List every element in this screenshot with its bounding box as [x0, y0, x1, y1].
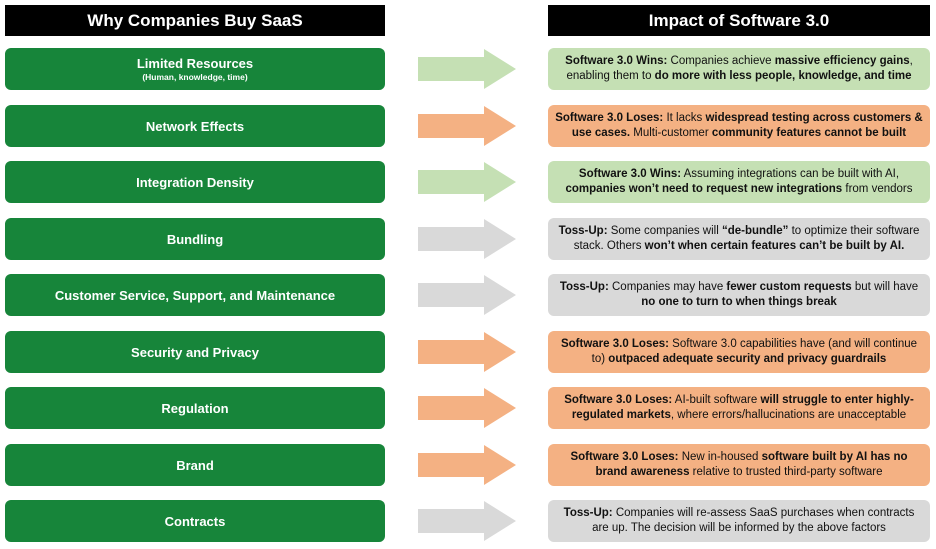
impact-box: Software 3.0 Loses: It lacks widespread … [548, 105, 930, 147]
reason-label: Security and Privacy [131, 344, 259, 360]
impact-text-bold: community features cannot be built [711, 127, 907, 139]
arrow-right-icon [418, 219, 516, 259]
comparison-row: Contracts Toss-Up: Companies will re-asse… [0, 500, 936, 542]
impact-text-bold: Toss-Up: [558, 225, 608, 237]
reason-box: Network Effects [5, 105, 385, 147]
impact-text: Software 3.0 Loses: New in-housed softwa… [554, 450, 924, 480]
reason-box: Regulation [5, 387, 385, 429]
arrow-right-icon [418, 332, 516, 372]
impact-text-bold: Toss-Up: [559, 281, 609, 293]
impact-box: Toss-Up: Companies will re-assess SaaS p… [548, 500, 930, 542]
impact-text-bold: will struggle to enter highly-regulated … [571, 394, 914, 421]
impact-text: Software 3.0 Loses: Software 3.0 capabil… [554, 337, 924, 367]
comparison-row: Bundling Toss-Up: Some companies will “de… [0, 218, 936, 260]
impact-text-segment: It lacks [663, 112, 706, 124]
impact-text-segment: , enabling them to [566, 55, 913, 82]
comparison-row: Integration Density Software 3.0 Wins: As… [0, 161, 936, 203]
comparison-row: Regulation Software 3.0 Loses: AI-built s… [0, 387, 936, 429]
comparison-row: Customer Service, Support, and Maintenan… [0, 274, 936, 316]
impact-text-bold: massive efficiency gains [774, 55, 910, 67]
impact-box: Software 3.0 Wins: Assuming integrations… [548, 161, 930, 203]
impact-text-bold: software built by AI has no brand awaren… [595, 451, 908, 478]
impact-text-bold: “de-bundle” [721, 225, 789, 237]
impact-text-segment: Companies achieve [667, 55, 775, 67]
arrow-right-icon [418, 501, 516, 541]
impact-text-segment: relative to trusted third-party software [689, 466, 883, 478]
impact-text-bold: Software 3.0 Loses: [570, 451, 679, 463]
impact-text: Toss-Up: Companies may have fewer custom… [554, 280, 924, 310]
reason-label: Contracts [164, 513, 226, 529]
impact-text-segment: Software 3.0 capabilities have (and will… [591, 338, 918, 365]
reason-label: Integration Density [136, 174, 254, 190]
reason-box: Bundling [5, 218, 385, 260]
impact-text-bold: Software 3.0 Wins: [578, 168, 682, 180]
reason-sublabel: (Human, knowledge, time) [142, 72, 248, 82]
impact-box: Toss-Up: Some companies will “de-bundle”… [548, 218, 930, 260]
impact-text-bold: won’t when certain features can’t be bui… [644, 240, 905, 252]
arrow-right-icon [418, 388, 516, 428]
arrow-right-icon [418, 49, 516, 89]
arrow-right-icon [418, 445, 516, 485]
comparison-row: Security and Privacy Software 3.0 Loses: … [0, 331, 936, 373]
impact-box: Software 3.0 Loses: New in-housed softwa… [548, 444, 930, 486]
impact-text-segment: New in-housed [678, 451, 762, 463]
impact-text-bold: no one to turn to when things break [641, 296, 837, 308]
impact-text: Toss-Up: Companies will re-assess SaaS p… [554, 506, 924, 536]
reason-box: Customer Service, Support, and Maintenan… [5, 274, 385, 316]
impact-text-segment: AI-built software [672, 394, 761, 406]
impact-text-bold: widespread testing across customers & us… [571, 112, 923, 139]
reason-box: Security and Privacy [5, 331, 385, 373]
impact-text-segment: from vendors [842, 183, 913, 195]
comparison-row: Network Effects Software 3.0 Loses: It la… [0, 105, 936, 147]
reason-label: Customer Service, Support, and Maintenan… [54, 287, 336, 303]
right-header: Impact of Software 3.0 [548, 5, 930, 36]
impact-text-bold: Software 3.0 Loses: [560, 338, 669, 350]
reason-label: Limited Resources [136, 56, 254, 71]
impact-text-bold: fewer custom requests [726, 281, 852, 293]
reason-label: Bundling [166, 231, 224, 247]
impact-text-segment: to optimize their software stack. Others [573, 225, 920, 252]
comparison-row: Brand Software 3.0 Loses: New in-housed s… [0, 444, 936, 486]
impact-text-segment: Assuming integrations can be built with … [681, 168, 900, 180]
impact-text: Software 3.0 Loses: It lacks widespread … [554, 111, 924, 141]
left-header: Why Companies Buy SaaS [5, 5, 385, 36]
arrow-right-icon [418, 162, 516, 202]
impact-text-segment: , where errors/hallucinations are unacce… [670, 409, 907, 421]
impact-text: Software 3.0 Wins: Companies achieve mas… [554, 54, 924, 84]
impact-text-bold: companies won’t need to request new inte… [565, 183, 843, 195]
impact-text: Toss-Up: Some companies will “de-bundle”… [554, 224, 924, 254]
impact-box: Software 3.0 Wins: Companies achieve mas… [548, 48, 930, 90]
reason-box: Integration Density [5, 161, 385, 203]
reason-box: Limited Resources (Human, knowledge, time… [5, 48, 385, 90]
impact-text-bold: Toss-Up: [563, 507, 613, 519]
impact-text-bold: do more with less people, knowledge, and… [654, 70, 912, 82]
impact-text-bold: Software 3.0 Loses: [564, 394, 673, 406]
impact-text-segment: but will have [851, 281, 919, 293]
impact-text-segment: Companies may have [608, 281, 727, 293]
impact-text-bold: Software 3.0 Loses: [555, 112, 664, 124]
reason-box: Contracts [5, 500, 385, 542]
impact-text: Software 3.0 Wins: Assuming integrations… [554, 167, 924, 197]
impact-text: Software 3.0 Loses: AI-built software wi… [554, 393, 924, 423]
impact-text-bold: outpaced adequate security and privacy g… [608, 353, 887, 365]
impact-box: Software 3.0 Loses: Software 3.0 capabil… [548, 331, 930, 373]
reason-label: Network Effects [145, 118, 245, 134]
impact-box: Software 3.0 Loses: AI-built software wi… [548, 387, 930, 429]
comparison-row: Limited Resources (Human, knowledge, time… [0, 48, 936, 90]
impact-text-segment: Multi-customer [630, 127, 712, 139]
impact-text-segment: Companies will re-assess SaaS purchases … [592, 507, 915, 534]
impact-text-bold: Software 3.0 Wins: [565, 55, 668, 67]
reason-box: Brand [5, 444, 385, 486]
reason-label: Brand [176, 457, 214, 473]
reason-label: Regulation [161, 400, 229, 416]
impact-text-segment: Some companies will [607, 225, 722, 237]
arrow-right-icon [418, 106, 516, 146]
arrow-right-icon [418, 275, 516, 315]
impact-box: Toss-Up: Companies may have fewer custom… [548, 274, 930, 316]
